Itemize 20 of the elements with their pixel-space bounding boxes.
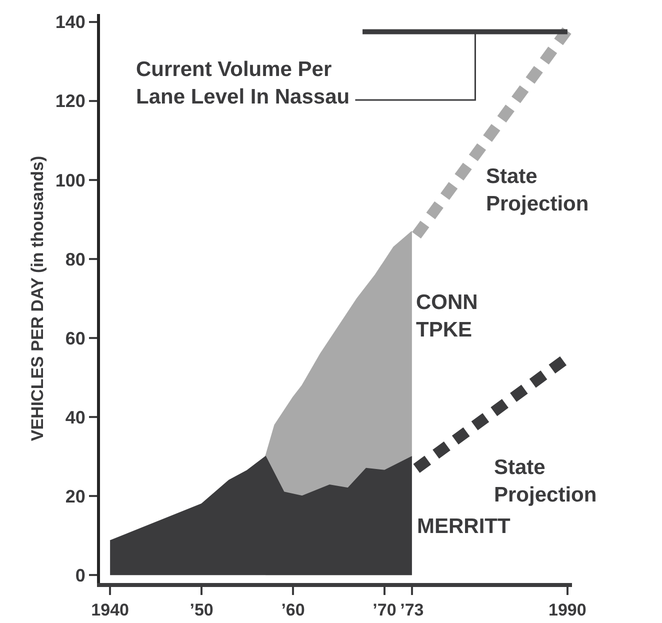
y-tick-label: 120 [55, 91, 86, 112]
x-tick-label: 1940 [91, 600, 129, 620]
series-label: Current Volume Per Lane Level In Nassau [136, 58, 350, 108]
y-tick-label: 60 [65, 328, 86, 348]
series-label: MERRITT [417, 515, 510, 538]
series-label: State Projection [494, 456, 597, 506]
x-tick-label: ’50 [190, 600, 214, 620]
y-tick-label: 100 [55, 170, 86, 190]
y-axis-title: VEHICLES PER DAY (in thousands) [28, 156, 47, 442]
y-tick-label: 40 [65, 407, 86, 428]
x-tick-label: ’70 [372, 600, 396, 620]
series-label: State Projection [486, 165, 589, 216]
x-tick-label: 1990 [548, 600, 586, 620]
y-tick-label: 140 [55, 12, 86, 32]
y-tick-label: 20 [65, 486, 86, 506]
y-tick-label: 0 [75, 565, 86, 586]
y-tick-label: 80 [65, 249, 86, 270]
x-tick-label: ’60 [281, 600, 305, 620]
text: CONN TPKE [416, 291, 478, 342]
x-tick-label: ’73 [400, 600, 424, 620]
